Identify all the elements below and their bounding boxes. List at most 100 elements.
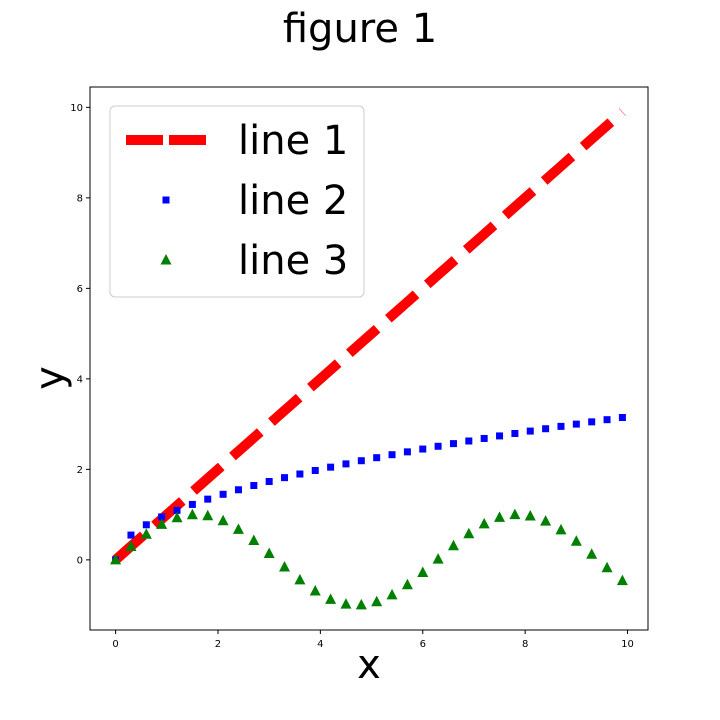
data-point [572, 420, 580, 428]
data-point [309, 584, 321, 596]
data-point [232, 523, 244, 534]
series-line [112, 108, 626, 564]
data-point [526, 427, 534, 435]
data-point [204, 495, 212, 503]
data-point [325, 593, 337, 604]
data-point [340, 598, 352, 609]
data-point [188, 500, 196, 508]
data-point [342, 460, 350, 468]
data-point [449, 440, 457, 448]
data-point [570, 535, 582, 546]
series-2 [112, 414, 626, 564]
y-tick-label: 6 [77, 284, 83, 295]
y-tick-label: 2 [77, 465, 83, 476]
data-point [601, 561, 613, 573]
x-tick-label: 8 [522, 639, 528, 650]
x-axis-ticks: 0 2 4 6 8 10 [112, 630, 634, 650]
data-point [125, 540, 137, 551]
data-point [373, 454, 381, 462]
y-tick-label: 10 [70, 103, 83, 114]
y-axis-ticks: 0 2 4 6 8 10 [70, 103, 90, 566]
chart-title: figure 1 [282, 6, 438, 52]
data-point [511, 429, 519, 437]
legend: line 1 line 2 line 3 [109, 105, 365, 298]
data-point [279, 561, 291, 572]
x-tick-label: 4 [317, 639, 323, 650]
legend-frame [109, 105, 365, 298]
data-point [294, 573, 306, 585]
data-point [140, 528, 152, 539]
legend-swatch [162, 196, 170, 204]
data-point [219, 490, 227, 498]
data-point [494, 511, 506, 522]
series-layer [110, 108, 628, 610]
data-point [588, 418, 596, 426]
data-point [156, 518, 168, 529]
data-point [281, 474, 289, 482]
data-point [480, 434, 488, 442]
legend-item: line 2 [162, 178, 348, 224]
data-point [186, 508, 198, 520]
data-point [357, 457, 365, 465]
legend-label: line 3 [238, 238, 348, 284]
data-point [265, 477, 273, 485]
legend-swatch [160, 254, 172, 265]
data-point [388, 451, 396, 459]
data-point [311, 466, 319, 474]
data-point [618, 414, 626, 422]
data-point [434, 442, 442, 450]
y-tick-label: 4 [77, 374, 83, 385]
data-point [603, 416, 611, 424]
data-point [432, 553, 444, 564]
x-tick-label: 6 [420, 639, 426, 650]
data-point [401, 578, 413, 590]
data-point [463, 527, 475, 539]
x-tick-label: 10 [621, 639, 634, 650]
data-point [509, 508, 521, 520]
data-point [447, 539, 459, 551]
series-3 [110, 508, 628, 610]
data-point [478, 517, 490, 529]
data-point [586, 548, 598, 559]
data-point [250, 482, 258, 490]
data-point [217, 514, 229, 526]
data-point [616, 574, 628, 586]
data-point [465, 437, 473, 445]
data-point [248, 534, 260, 546]
data-point [540, 515, 552, 526]
data-point [158, 513, 166, 521]
legend-item: line 3 [160, 238, 348, 284]
legend-label: line 2 [238, 178, 348, 224]
data-point [557, 422, 565, 430]
data-point [555, 523, 567, 535]
data-point [173, 506, 181, 514]
series-1 [112, 108, 626, 564]
data-point [371, 595, 383, 607]
data-point [327, 463, 335, 471]
y-axis-label: y [27, 366, 73, 390]
data-point [496, 432, 504, 440]
data-point [263, 547, 275, 558]
x-tick-label: 0 [112, 639, 118, 650]
legend-label: line 1 [238, 118, 348, 164]
legend-item: line 1 [126, 118, 348, 164]
data-point [417, 566, 429, 577]
data-point [202, 509, 214, 521]
data-point [524, 509, 536, 521]
y-tick-label: 0 [77, 555, 83, 566]
data-point [171, 511, 183, 523]
x-axis-label: x [357, 642, 381, 688]
data-point [110, 553, 122, 565]
data-point [403, 448, 411, 456]
data-point [355, 598, 367, 610]
data-point [542, 425, 550, 433]
y-tick-label: 8 [77, 193, 83, 204]
data-point [142, 521, 150, 529]
data-point [386, 588, 398, 600]
data-point [234, 486, 242, 494]
data-point [127, 531, 135, 539]
data-point [419, 445, 427, 453]
data-point [296, 470, 304, 478]
